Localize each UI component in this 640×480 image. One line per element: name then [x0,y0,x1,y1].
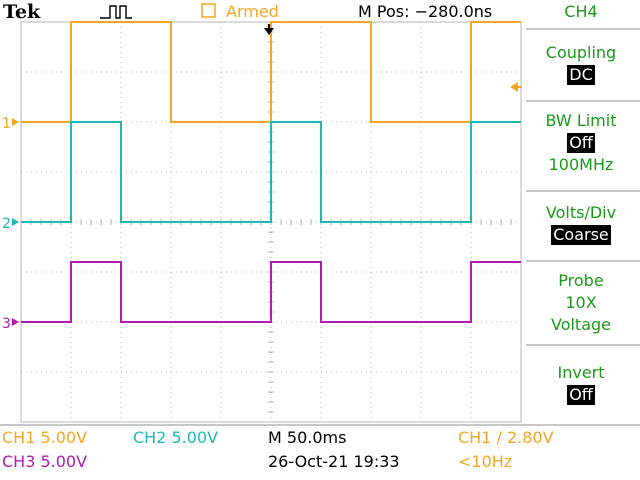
trace-ch1 [21,21,521,123]
horizontal-position: M Pos: −280.0ns [358,2,492,21]
bw-limit-button[interactable]: BW Limit Off 100MHz [522,110,640,176]
menu-separator [526,190,640,192]
coupling-button[interactable]: Coupling DC [522,42,640,86]
probe-type: Voltage [550,315,611,334]
coupling-value: DC [567,65,595,85]
menu-separator [526,344,640,346]
bw-limit-label: BW Limit [545,111,617,130]
brand-logo: Tek [3,1,41,23]
volts-div-label: Volts/Div [545,203,617,222]
trigger-position-marker-icon [264,24,274,35]
armed-indicator-icon [201,3,216,18]
status-divider [0,424,640,426]
probe-button[interactable]: Probe 10X Voltage [522,270,640,336]
probe-label: Probe [558,271,604,290]
menu-separator [526,28,640,30]
bw-limit-frequency: 100MHz [548,155,614,174]
waveform-traces [21,21,521,323]
trace-ch2 [21,121,521,223]
invert-button[interactable]: Invert Off [522,362,640,406]
bw-limit-value: Off [567,133,595,153]
volts-div-button[interactable]: Volts/Div Coarse [522,202,640,246]
channel-arrow-icon [12,318,19,326]
channel-menu: CH4 Coupling DC BW Limit Off 100MHz Volt… [522,0,640,426]
trigger-level-marker-icon [510,82,522,92]
channel-arrow-icon [12,118,19,126]
trigger-readout: CH1 ∕ 2.80V [458,428,554,447]
ch2-scale: CH2 5.00V [133,428,219,447]
channel-marker-ch2: 2 [2,216,11,232]
acquisition-state: Armed [226,2,279,21]
menu-separator [526,260,640,262]
volts-div-value: Coarse [551,225,611,245]
timebase: M 50.0ms [268,428,347,447]
menu-title: CH4 [564,2,598,21]
coupling-label: Coupling [545,43,617,62]
trace-ch3 [21,261,521,323]
ch3-scale: CH3 5.00V [2,452,88,471]
channel-marker-ch3: 3 [2,316,11,332]
acquisition-icon [100,5,132,19]
menu-separator [526,100,640,102]
invert-value: Off [567,385,595,405]
ch1-scale: CH1 5.00V [2,428,88,447]
frequency-readout: <10Hz [458,452,513,471]
invert-label: Invert [557,363,605,382]
channel-marker-ch1: 1 [2,116,11,132]
probe-attenuation: 10X [565,293,597,312]
date-time: 26-Oct-21 19:33 [268,452,400,471]
channel-arrow-icon [12,218,19,226]
